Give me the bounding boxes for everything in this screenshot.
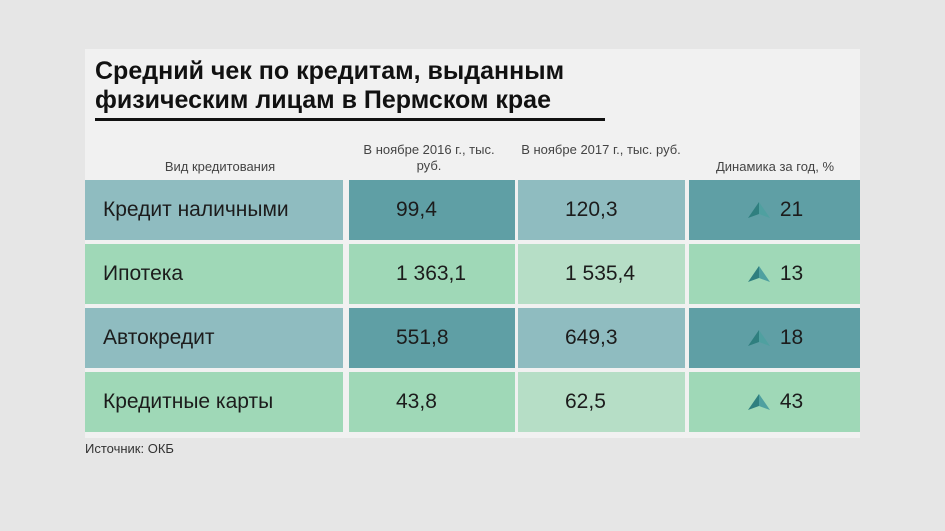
value-2016: 1 363,1 [396,262,467,285]
header-dynamics: Динамика за год, % [715,159,835,174]
value-2017: 1 535,4 [565,262,636,285]
value-2016: 551,8 [396,326,449,349]
dynamics-value: 13 [779,262,804,285]
row-label-text: Ипотека [103,262,184,285]
value-cell: 99,4 [349,180,515,240]
title-underline [95,118,605,121]
value-cell: 62,5 [518,372,685,432]
value-cell: 120,3 [518,180,685,240]
value-2017: 120,3 [565,198,618,221]
dynamics-value: 18 [779,326,804,349]
dynamics-cell: 43 [689,372,860,432]
source-note: Источник: ОКБ [85,441,174,456]
header-2017: В ноябре 2017 г., тыс. руб. [521,142,681,157]
up-triangle-icon [747,330,770,346]
up-triangle-icon [747,394,770,410]
row-label-text: Кредит наличными [103,198,289,221]
row-label: Автокредит [85,308,343,368]
chart-title: Средний чек по кредитам, выданным физиче… [95,57,565,114]
row-label-text: Автокредит [103,326,215,349]
dynamics-cell: 21 [689,180,860,240]
value-2017: 649,3 [565,326,618,349]
value-2017: 62,5 [565,390,606,413]
value-cell: 649,3 [518,308,685,368]
up-triangle-icon [747,202,770,218]
dynamics-value: 21 [779,198,804,221]
row-label: Ипотека [85,244,343,304]
row-label: Кредитные карты [85,372,343,432]
row-label-text: Кредитные карты [103,390,274,413]
header-category: Вид кредитования [164,159,276,174]
table-card: Средний чек по кредитам, выданным физиче… [85,49,860,438]
up-triangle-icon [747,266,770,282]
dynamics-value: 43 [779,390,804,413]
value-cell: 551,8 [349,308,515,368]
dynamics-cell: 18 [689,308,860,368]
value-2016: 43,8 [396,390,437,413]
header-2016: В ноябре 2016 г., тыс. руб. [363,142,495,173]
value-2016: 99,4 [396,198,437,221]
row-label: Кредит наличными [85,180,343,240]
dynamics-cell: 13 [689,244,860,304]
value-cell: 1 535,4 [518,244,685,304]
value-cell: 1 363,1 [349,244,515,304]
value-cell: 43,8 [349,372,515,432]
